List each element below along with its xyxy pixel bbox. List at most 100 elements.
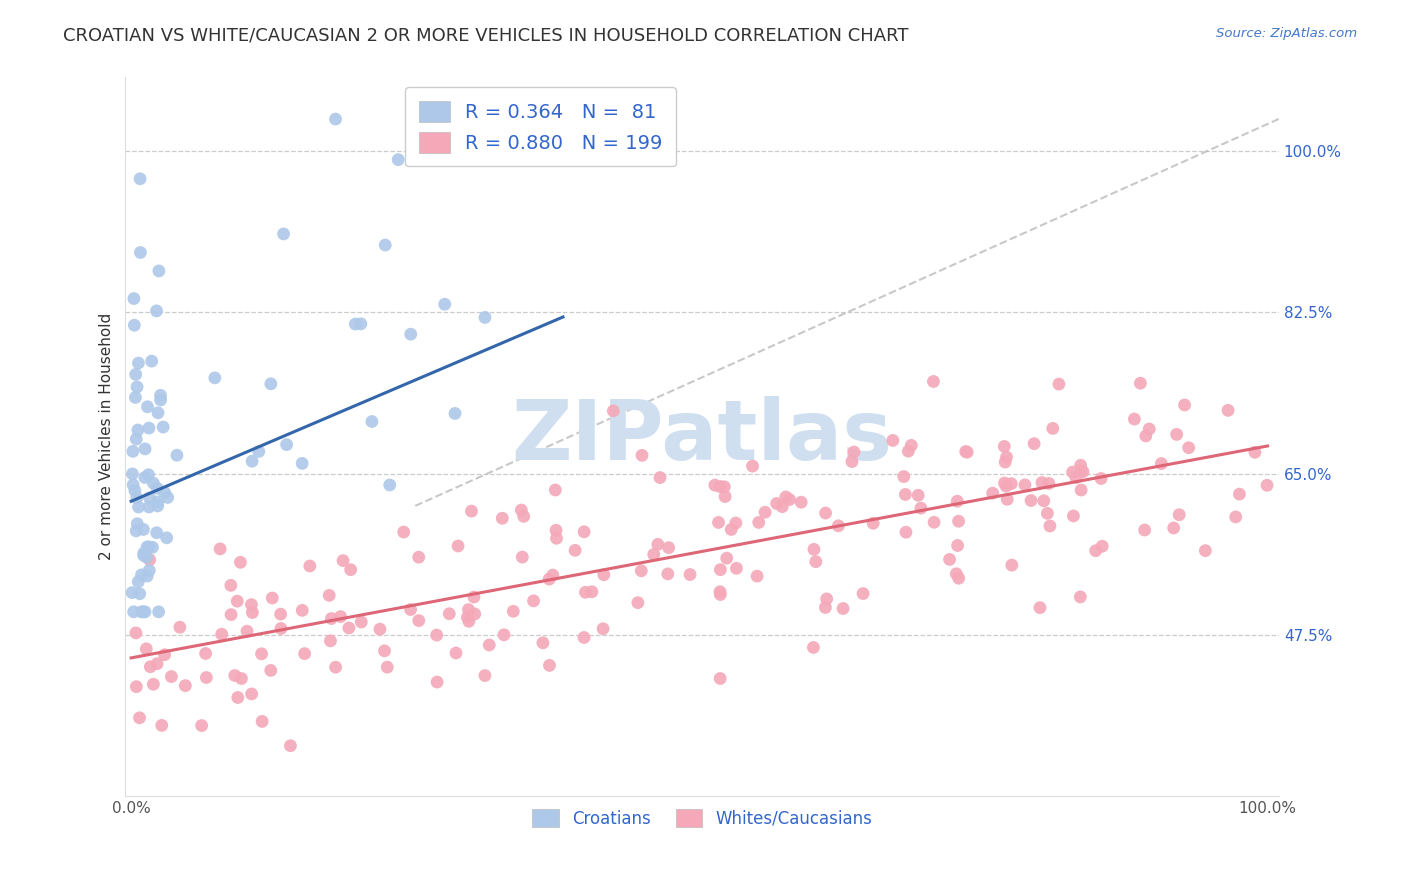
Text: Source: ZipAtlas.com: Source: ZipAtlas.com [1216,27,1357,40]
Point [457,615,479,629]
Point [332,553,354,567]
Point [1029,600,1052,615]
Point [1216,403,1239,417]
Point [169,620,191,634]
Point [121,444,143,458]
Point [720,523,742,537]
Point [146,495,169,509]
Point [765,496,787,510]
Point [134,442,156,456]
Point [195,671,218,685]
Point [145,525,167,540]
Point [897,444,920,458]
Point [647,537,669,551]
Point [491,511,513,525]
Point [709,563,731,577]
Point [574,585,596,599]
Point [408,550,430,565]
Point [981,486,1004,500]
Point [464,607,486,621]
Point [948,514,970,528]
Point [141,541,163,555]
Point [882,434,904,448]
Point [276,437,298,451]
Point [387,153,409,167]
Point [713,480,735,494]
Point [631,448,654,462]
Point [790,495,813,509]
Point [741,459,763,474]
Point [325,660,347,674]
Point [122,478,145,492]
Point [995,450,1018,464]
Point [775,490,797,504]
Point [814,600,837,615]
Point [127,516,149,531]
Point [522,594,544,608]
Point [512,509,534,524]
Point [1150,457,1173,471]
Point [250,714,273,729]
Point [149,388,172,402]
Text: CROATIAN VS WHITE/CAUCASIAN 2 OR MORE VEHICLES IN HOUSEHOLD CORRELATION CHART: CROATIAN VS WHITE/CAUCASIAN 2 OR MORE VE… [63,27,908,45]
Point [270,607,292,621]
Point [541,568,564,582]
Point [922,375,945,389]
Point [374,238,396,252]
Point [156,531,179,545]
Point [149,392,172,407]
Point [1062,465,1084,479]
Point [329,609,352,624]
Point [1194,543,1216,558]
Point [426,675,449,690]
Point [900,438,922,452]
Point [945,566,967,581]
Point [294,647,316,661]
Point [703,478,725,492]
Point [748,516,770,530]
Point [121,585,143,599]
Point [1133,523,1156,537]
Point [510,503,533,517]
Point [1039,519,1062,533]
Point [533,98,555,112]
Point [827,518,849,533]
Point [457,602,479,616]
Point [392,524,415,539]
Point [139,659,162,673]
Point [995,479,1018,493]
Point [531,636,554,650]
Point [1001,558,1024,573]
Point [433,297,456,311]
Point [1047,377,1070,392]
Point [478,638,501,652]
Point [922,516,945,530]
Point [439,607,461,621]
Point [240,598,263,612]
Point [141,354,163,368]
Point [128,711,150,725]
Point [1129,376,1152,391]
Point [1062,508,1084,523]
Point [124,483,146,498]
Point [156,491,179,505]
Point [127,356,149,370]
Point [152,420,174,434]
Point [190,718,212,732]
Point [1168,508,1191,522]
Point [321,611,343,625]
Point [138,553,160,567]
Point [219,578,242,592]
Point [492,628,515,642]
Point [339,563,361,577]
Point [226,594,249,608]
Point [894,525,917,540]
Point [716,551,738,566]
Point [128,587,150,601]
Point [1084,543,1107,558]
Point [657,566,679,581]
Point [804,555,827,569]
Point [194,647,217,661]
Point [1014,478,1036,492]
Point [166,448,188,462]
